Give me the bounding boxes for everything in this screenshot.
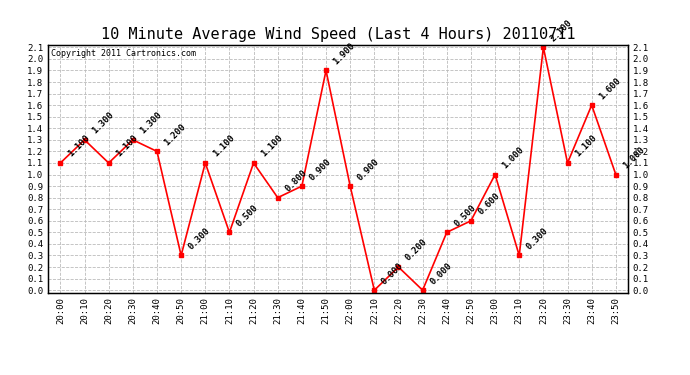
Text: 1.200: 1.200 (163, 122, 188, 147)
Text: 1.100: 1.100 (115, 134, 139, 159)
Text: 0.200: 0.200 (404, 237, 429, 263)
Text: 1.000: 1.000 (622, 145, 647, 170)
Text: Copyright 2011 Cartronics.com: Copyright 2011 Cartronics.com (51, 49, 196, 58)
Text: 0.900: 0.900 (308, 157, 333, 182)
Text: 1.100: 1.100 (259, 134, 284, 159)
Text: 0.300: 0.300 (525, 226, 550, 251)
Text: 1.100: 1.100 (211, 134, 236, 159)
Text: 1.000: 1.000 (501, 145, 526, 170)
Text: 1.900: 1.900 (332, 41, 357, 66)
Text: 0.500: 0.500 (453, 203, 477, 228)
Text: 0.800: 0.800 (284, 168, 308, 194)
Text: 0.900: 0.900 (356, 157, 381, 182)
Text: 1.300: 1.300 (90, 110, 115, 136)
Text: 1.100: 1.100 (66, 134, 91, 159)
Text: 0.300: 0.300 (187, 226, 212, 251)
Text: 1.100: 1.100 (573, 134, 598, 159)
Text: 0.600: 0.600 (477, 191, 502, 217)
Title: 10 Minute Average Wind Speed (Last 4 Hours) 20110711: 10 Minute Average Wind Speed (Last 4 Hou… (101, 27, 575, 42)
Text: 1.300: 1.300 (139, 110, 164, 136)
Text: 0.000: 0.000 (380, 261, 405, 286)
Text: 0.000: 0.000 (428, 261, 453, 286)
Text: 1.600: 1.600 (598, 76, 622, 101)
Text: 2.100: 2.100 (549, 18, 574, 43)
Text: 0.500: 0.500 (235, 203, 260, 228)
